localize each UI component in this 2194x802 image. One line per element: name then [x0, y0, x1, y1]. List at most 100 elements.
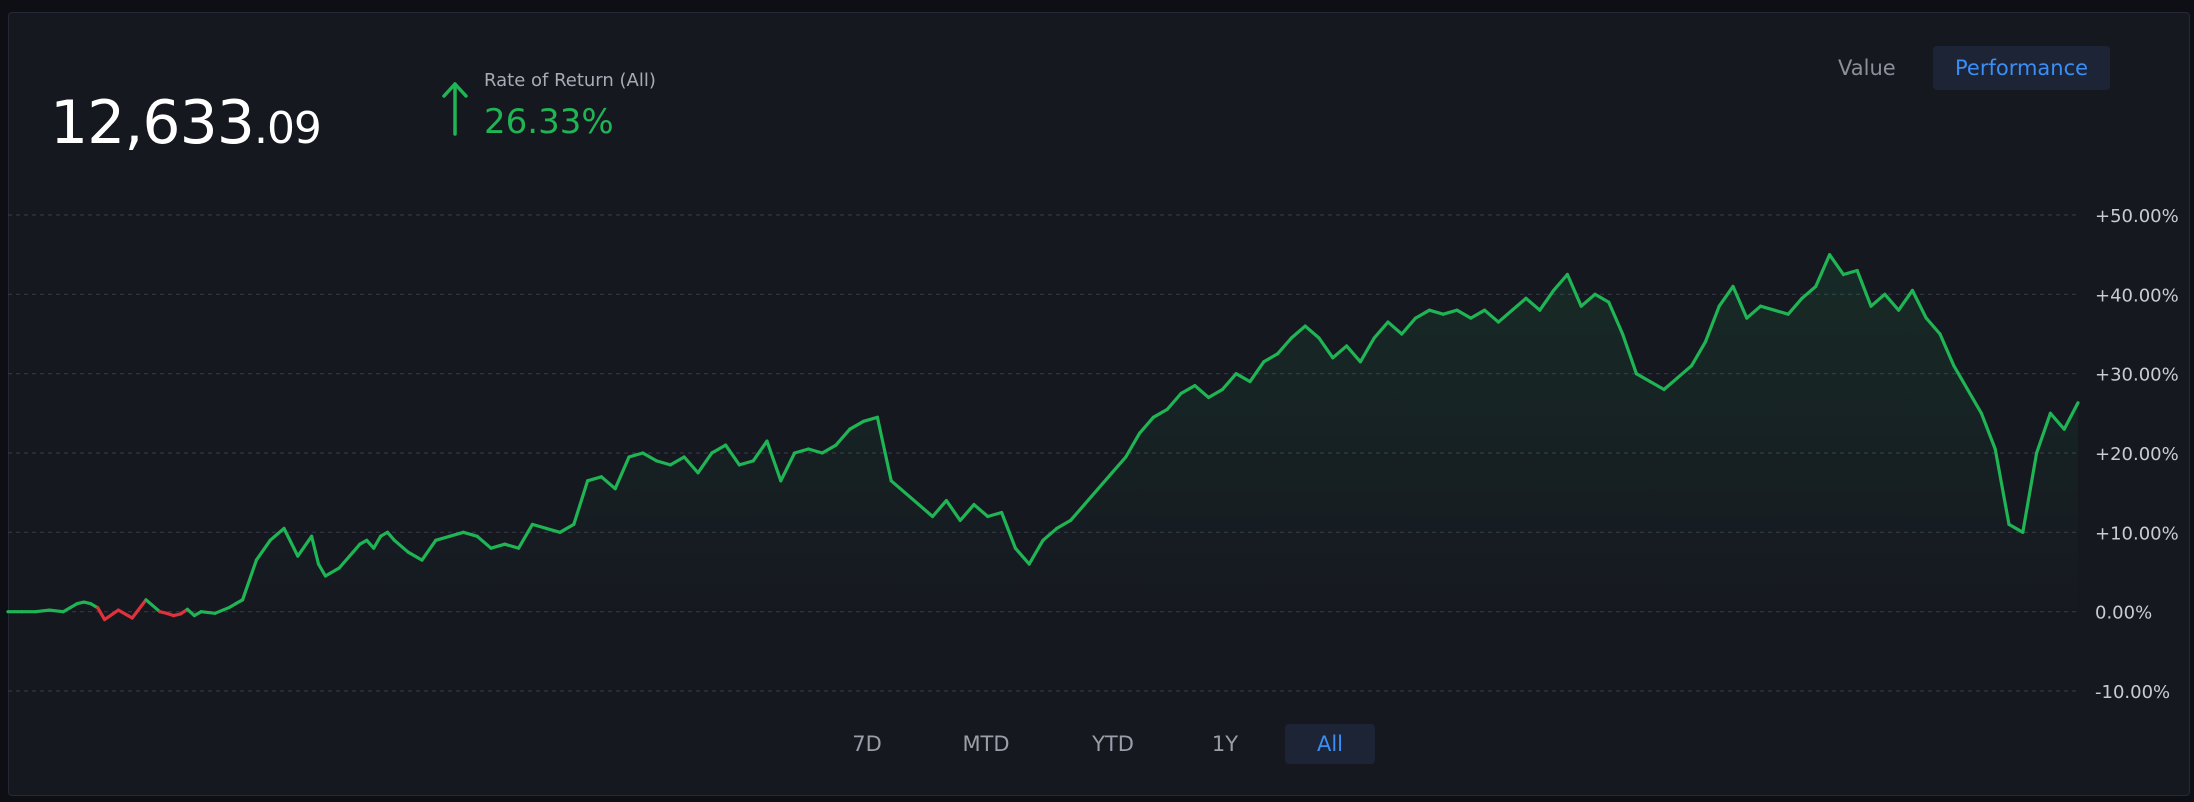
- performance-line-segment: [806, 447, 824, 455]
- performance-line-segment: [1634, 372, 1652, 384]
- performance-line-segment: [2034, 411, 2052, 455]
- value-view-button[interactable]: Value: [1838, 56, 1896, 80]
- performance-line-segment: [654, 459, 673, 467]
- performance-line-segment: [1579, 292, 1597, 308]
- performance-line-segment: [385, 530, 396, 542]
- range-button-7d[interactable]: 7D: [852, 732, 882, 756]
- performance-line-segment: [144, 598, 162, 614]
- performance-line-segment: [1662, 376, 1680, 392]
- performance-line-segment: [751, 439, 769, 463]
- balance-integer: 12,633: [50, 88, 255, 158]
- range-button-mtd[interactable]: MTD: [962, 732, 1010, 756]
- performance-view-button[interactable]: Performance: [1933, 46, 2111, 90]
- performance-line-segment: [434, 534, 452, 542]
- performance-line-segment: [1317, 336, 1335, 360]
- performance-line-segment: [310, 534, 321, 566]
- y-tick-label: 0.00%: [2095, 603, 2152, 624]
- performance-line-segment: [999, 510, 1018, 550]
- performance-line-segment: [420, 538, 438, 562]
- performance-line-segment: [1441, 308, 1459, 316]
- performance-line-segment: [1910, 288, 1928, 320]
- performance-line-segment: [1179, 384, 1197, 396]
- performance-line-segment: [1758, 304, 1777, 312]
- performance-line-segment: [316, 562, 327, 578]
- performance-line-segment: [1841, 268, 1859, 277]
- performance-line-segment: [1896, 288, 1915, 312]
- performance-line-segment: [723, 443, 742, 467]
- performance-line-segment: [820, 443, 838, 455]
- performance-line-segment: [516, 522, 535, 550]
- performance-line-segment: [102, 608, 121, 622]
- performance-line-segment: [489, 542, 507, 550]
- performance-line-segment: [461, 530, 479, 538]
- performance-line-segment: [1800, 284, 1818, 300]
- y-tick-label: +10.00%: [2095, 523, 2179, 544]
- performance-line-segment: [1220, 372, 1238, 392]
- performance-line-segment: [1924, 316, 1942, 336]
- performance-line-segment: [1110, 455, 1128, 475]
- performance-line-segment: [1551, 272, 1570, 292]
- performance-line-segment: [641, 451, 659, 463]
- performance-line-segment: [2007, 522, 2025, 534]
- performance-line-segment: [1206, 387, 1225, 400]
- performance-line-segment: [1193, 384, 1211, 400]
- performance-line-segment: [213, 606, 231, 615]
- performance-line-segment: [1137, 415, 1156, 435]
- performance-line-segment: [792, 447, 811, 455]
- performance-line-segment: [1248, 360, 1266, 384]
- range-button-all[interactable]: All: [1285, 724, 1375, 764]
- rate-of-return-value: 26.33%: [484, 102, 614, 142]
- performance-line-segment: [599, 475, 617, 491]
- performance-line-segment: [503, 542, 521, 550]
- performance-line-segment: [544, 526, 562, 534]
- performance-line-segment: [1400, 316, 1418, 336]
- performance-line-segment: [323, 566, 341, 578]
- performance-line-segment: [268, 526, 286, 542]
- performance-line-segment: [2062, 401, 2080, 431]
- range-button-1y[interactable]: 1Y: [1211, 732, 1239, 756]
- performance-line-segment: [372, 534, 383, 550]
- performance-line-segment: [1524, 296, 1542, 312]
- performance-line-segment: [33, 608, 52, 614]
- performance-line-segment: [1745, 304, 1763, 320]
- y-tick-label: -10.00%: [2095, 682, 2170, 703]
- performance-line-segment: [1648, 380, 1666, 392]
- performance-line-segment: [1979, 411, 1997, 451]
- performance-line-segment: [475, 534, 493, 550]
- performance-line-segment: [2021, 451, 2039, 534]
- y-tick-label: +30.00%: [2095, 365, 2179, 386]
- performance-line-segment: [1869, 292, 1887, 308]
- performance-line-segment: [1855, 268, 1873, 308]
- performance-line-segment: [1510, 296, 1528, 312]
- performance-line-segment: [1676, 364, 1694, 380]
- performance-line-segment: [1013, 546, 1031, 566]
- performance-line-segment: [351, 542, 362, 554]
- performance-line-segment: [1082, 487, 1100, 507]
- arrow-up-icon: [442, 82, 468, 136]
- range-button-ytd[interactable]: YTD: [1092, 732, 1134, 756]
- y-tick-label: +50.00%: [2095, 206, 2179, 227]
- performance-line-segment: [1124, 431, 1142, 459]
- performance-line-segment: [779, 451, 797, 483]
- performance-line-segment: [1055, 518, 1073, 531]
- performance-line-segment: [848, 419, 866, 431]
- performance-line-segment: [1358, 336, 1376, 364]
- rate-of-return-label: Rate of Return (All): [484, 70, 656, 91]
- performance-line-segment: [1289, 324, 1307, 340]
- performance-line-segment: [1344, 344, 1363, 364]
- performance-line-segment: [765, 439, 783, 483]
- performance-line-segment: [558, 522, 576, 534]
- performance-line-segment: [903, 491, 921, 507]
- performance-line-segment: [530, 522, 548, 531]
- performance-line-segment: [241, 558, 258, 602]
- performance-line-segment: [930, 499, 949, 519]
- performance-line-segment: [627, 451, 645, 459]
- performance-line-segment: [1731, 284, 1749, 320]
- performance-line-segment: [958, 503, 976, 523]
- performance-line-segment: [1234, 372, 1252, 384]
- performance-line-segment: [696, 451, 714, 475]
- performance-line-segment: [130, 598, 148, 620]
- performance-line-segment: [116, 608, 134, 620]
- performance-line-segment: [1275, 336, 1294, 356]
- performance-line-segment: [2048, 411, 2066, 431]
